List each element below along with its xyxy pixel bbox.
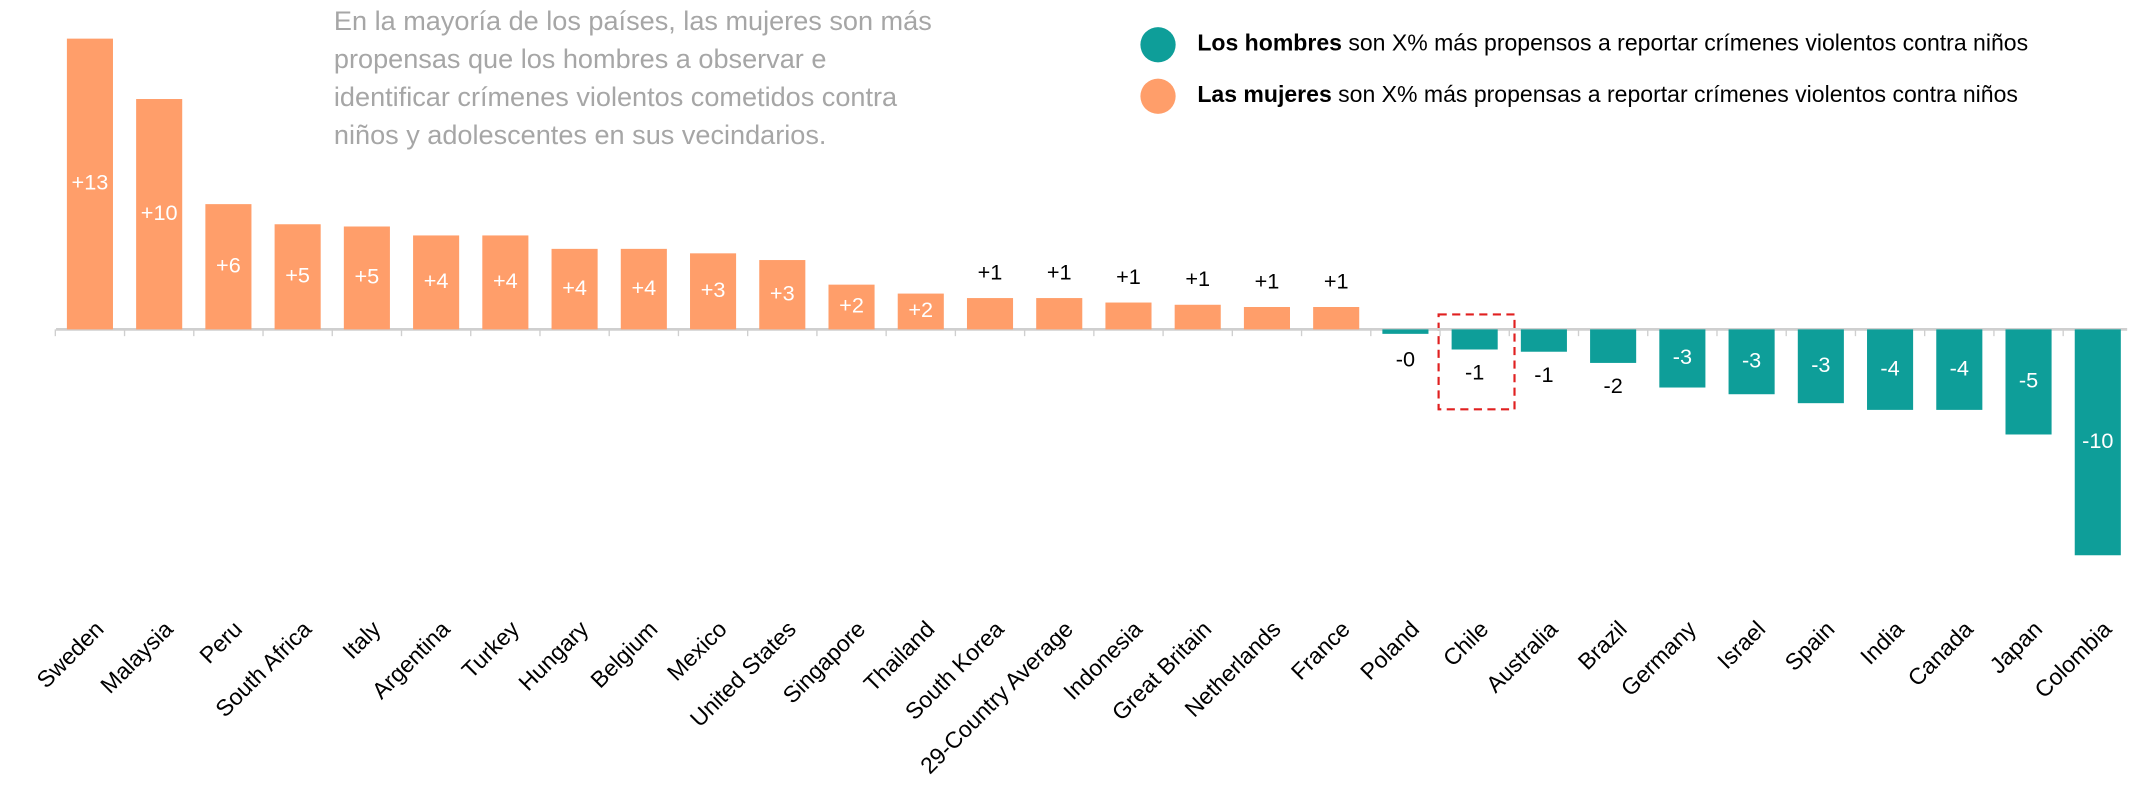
x-tick-label: Italy xyxy=(337,615,386,664)
value-label: +4 xyxy=(631,275,656,300)
x-tick-label: Malaysia xyxy=(95,616,178,699)
bar xyxy=(551,248,598,330)
value-label: -2 xyxy=(1603,373,1622,398)
x-tick-label: Peru xyxy=(194,616,247,669)
highlight-box xyxy=(1437,313,1516,411)
value-label: +1 xyxy=(1255,268,1280,293)
legend-label: Los hombres son X% más propensos a repor… xyxy=(1197,30,2028,56)
annotation: propensas que los hombres a observar e xyxy=(334,43,827,74)
legend-label: Las mujeres son X% más propensas a repor… xyxy=(1197,81,2018,107)
annotation: identificar crímenes violentos cometidos… xyxy=(334,81,898,112)
bar xyxy=(1313,307,1360,330)
bar xyxy=(274,224,321,330)
bar xyxy=(1451,329,1498,350)
x-tick-label: Australia xyxy=(1481,616,1563,698)
x-tick-label: Hungary xyxy=(513,615,593,695)
bar xyxy=(2074,329,2121,556)
value-label: -1 xyxy=(1534,362,1553,387)
x-tick-label: India xyxy=(1855,616,1909,670)
value-label: +1 xyxy=(1116,264,1141,289)
value-label: +6 xyxy=(216,252,241,277)
bar xyxy=(1728,329,1775,395)
bar xyxy=(897,293,944,330)
value-label: +4 xyxy=(493,268,518,293)
x-tick-label: Japan xyxy=(1984,616,2047,679)
x-tick-label: France xyxy=(1286,616,1355,685)
value-label: +10 xyxy=(141,200,178,225)
bar xyxy=(1867,329,1914,410)
legend-text: son X% más propensos a reportar crímenes… xyxy=(1342,30,2028,56)
value-label: +1 xyxy=(1047,259,1072,284)
value-label: -5 xyxy=(2019,368,2038,393)
value-label: +3 xyxy=(770,280,795,305)
bar xyxy=(1936,329,1983,410)
value-label: +1 xyxy=(978,259,1003,284)
bar xyxy=(2005,329,2052,435)
bar xyxy=(343,226,390,330)
x-tick-label: Chile xyxy=(1438,616,1493,671)
value-label: +5 xyxy=(355,264,380,289)
x-tick-label: Colombia xyxy=(2029,616,2116,703)
bar xyxy=(759,260,806,330)
legend-swatch xyxy=(1140,78,1176,114)
value-label: -4 xyxy=(1950,355,1969,380)
x-tick-label: Canada xyxy=(1903,616,1979,692)
value-label: -3 xyxy=(1742,348,1761,373)
bar xyxy=(66,38,113,330)
bar xyxy=(1243,307,1290,330)
value-label: +1 xyxy=(1185,266,1210,291)
bar xyxy=(966,298,1014,330)
value-label: +1 xyxy=(1324,268,1349,293)
annotation: En la mayoría de los países, las mujeres… xyxy=(334,5,932,36)
value-label: +4 xyxy=(562,275,587,300)
legend-bold: Los hombres xyxy=(1197,30,1342,56)
bar xyxy=(1036,298,1083,330)
bar xyxy=(205,204,252,330)
value-label: -3 xyxy=(1673,344,1692,369)
bar xyxy=(1797,329,1844,404)
value-label: +4 xyxy=(424,268,449,293)
bar xyxy=(1382,329,1429,334)
bar xyxy=(1174,304,1221,330)
bar xyxy=(413,235,460,330)
value-label: -0 xyxy=(1396,347,1415,372)
value-label: +2 xyxy=(908,297,933,322)
bar xyxy=(1590,329,1637,363)
value-label: +5 xyxy=(285,263,310,288)
bar xyxy=(1105,302,1152,330)
annotation: niños y adolescentes en sus vecindarios. xyxy=(334,119,827,150)
x-tick-label: Israel xyxy=(1712,616,1770,674)
value-label: -10 xyxy=(2082,428,2113,453)
bar xyxy=(690,253,737,330)
value-label: +13 xyxy=(72,170,109,195)
legend-text: son X% más propensas a reportar crímenes… xyxy=(1332,81,2018,107)
value-label: -3 xyxy=(1811,352,1830,377)
x-tick-label: Poland xyxy=(1355,616,1424,685)
value-label: -1 xyxy=(1465,360,1484,385)
bar xyxy=(620,248,667,330)
x-tick-label: Spain xyxy=(1779,616,1839,676)
x-tick-label: Brazil xyxy=(1573,616,1632,675)
bar xyxy=(828,284,875,330)
bar xyxy=(482,235,529,330)
legend-bold: Las mujeres xyxy=(1197,81,1331,107)
bar xyxy=(136,99,183,330)
bar xyxy=(1659,329,1706,388)
legend-swatch xyxy=(1140,27,1176,63)
x-tick-label: Turkey xyxy=(456,615,524,683)
bar xyxy=(1520,329,1567,352)
value-label: -4 xyxy=(1880,355,1899,380)
x-tick-label: Germany xyxy=(1616,615,1702,701)
value-label: +3 xyxy=(701,277,726,302)
x-tick-label: Belgium xyxy=(585,616,662,693)
value-label: +2 xyxy=(839,293,864,318)
